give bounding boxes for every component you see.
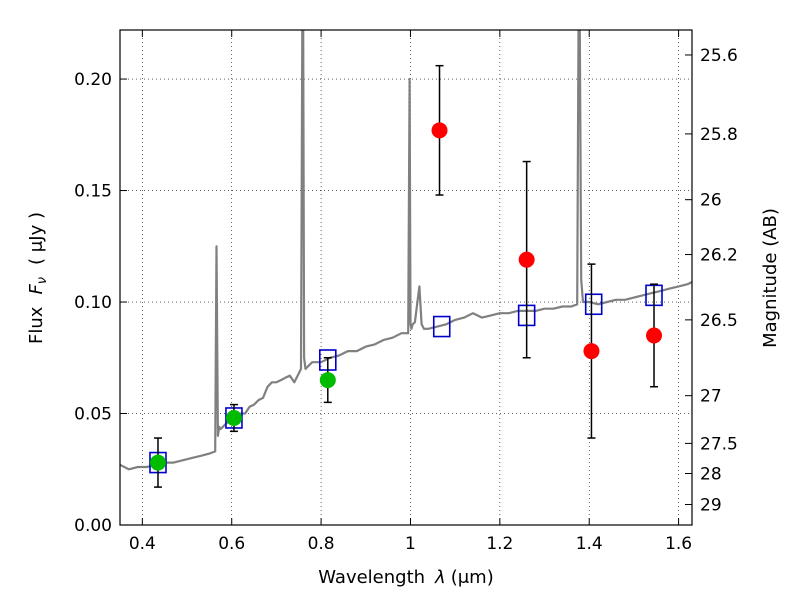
x-tick-label: 0.6 <box>218 534 245 554</box>
y-axis-title-text: Flux <box>26 306 47 344</box>
grid-lines <box>120 30 692 526</box>
y-axis-title-symbol: F <box>26 284 47 295</box>
mag-tick-label: 26.2 <box>700 246 738 266</box>
model-square <box>584 293 603 316</box>
spectrum-line <box>120 30 692 471</box>
y-axis-title-unit: ( μJy ) <box>26 212 47 265</box>
model-square <box>432 315 451 338</box>
y2-axis-title: Magnitude (AB) <box>760 208 781 348</box>
mag-tick-label: 29 <box>700 495 722 515</box>
series-0 <box>120 30 692 471</box>
green-point <box>225 409 242 426</box>
y-tick-label: 0.00 <box>74 516 112 536</box>
mag-tick-label: 28 <box>700 464 722 484</box>
x-tick-label: 1.6 <box>665 534 692 554</box>
x-tick-label: 1.2 <box>486 534 513 554</box>
x-tick-label: 0.4 <box>129 534 156 554</box>
mag-tick-label: 25.8 <box>700 125 738 145</box>
series-2 <box>149 357 336 488</box>
red-point <box>583 343 600 360</box>
x-tick-label: 0.8 <box>308 534 335 554</box>
series-1 <box>149 284 663 474</box>
y-tick-label: 0.15 <box>74 182 112 202</box>
mag-tick-label: 27.5 <box>700 434 738 454</box>
x-tick-label: 1.4 <box>576 534 603 554</box>
mag-tick-label: 25.6 <box>700 46 738 66</box>
mag-tick-label: 26 <box>700 191 722 211</box>
x-tick-label: 1 <box>405 534 416 554</box>
green-point <box>319 372 336 389</box>
x-axis-title-unit: (μm) <box>451 567 494 588</box>
y-tick-label: 0.20 <box>74 70 112 90</box>
x-axis-title-text: Wavelength <box>318 567 425 588</box>
plot-series <box>120 30 692 488</box>
mag-tick-label: 26.5 <box>700 311 738 331</box>
y-tick-label: 0.05 <box>74 405 112 425</box>
series-3 <box>431 64 663 439</box>
x-axis-title: Wavelength λ (μm) <box>318 567 493 588</box>
red-point <box>431 122 448 139</box>
x-axis-title-symbol: λ <box>434 567 446 588</box>
plot-frame <box>119 29 693 526</box>
green-point <box>149 454 166 471</box>
y-tick-label: 0.10 <box>74 293 112 313</box>
axis-ticks: 0.4 0.6 0.8 1 1.2 1.4 1.6 0.00 0.05 0.10 0.15 0.20 2… <box>74 30 738 554</box>
y-axis-title-subscript: ν <box>35 277 50 284</box>
y-axis-title: Flux Fν ( μJy ) <box>26 212 50 344</box>
red-point <box>518 251 535 268</box>
red-point <box>646 327 663 344</box>
mag-tick-label: 27 <box>700 387 722 407</box>
